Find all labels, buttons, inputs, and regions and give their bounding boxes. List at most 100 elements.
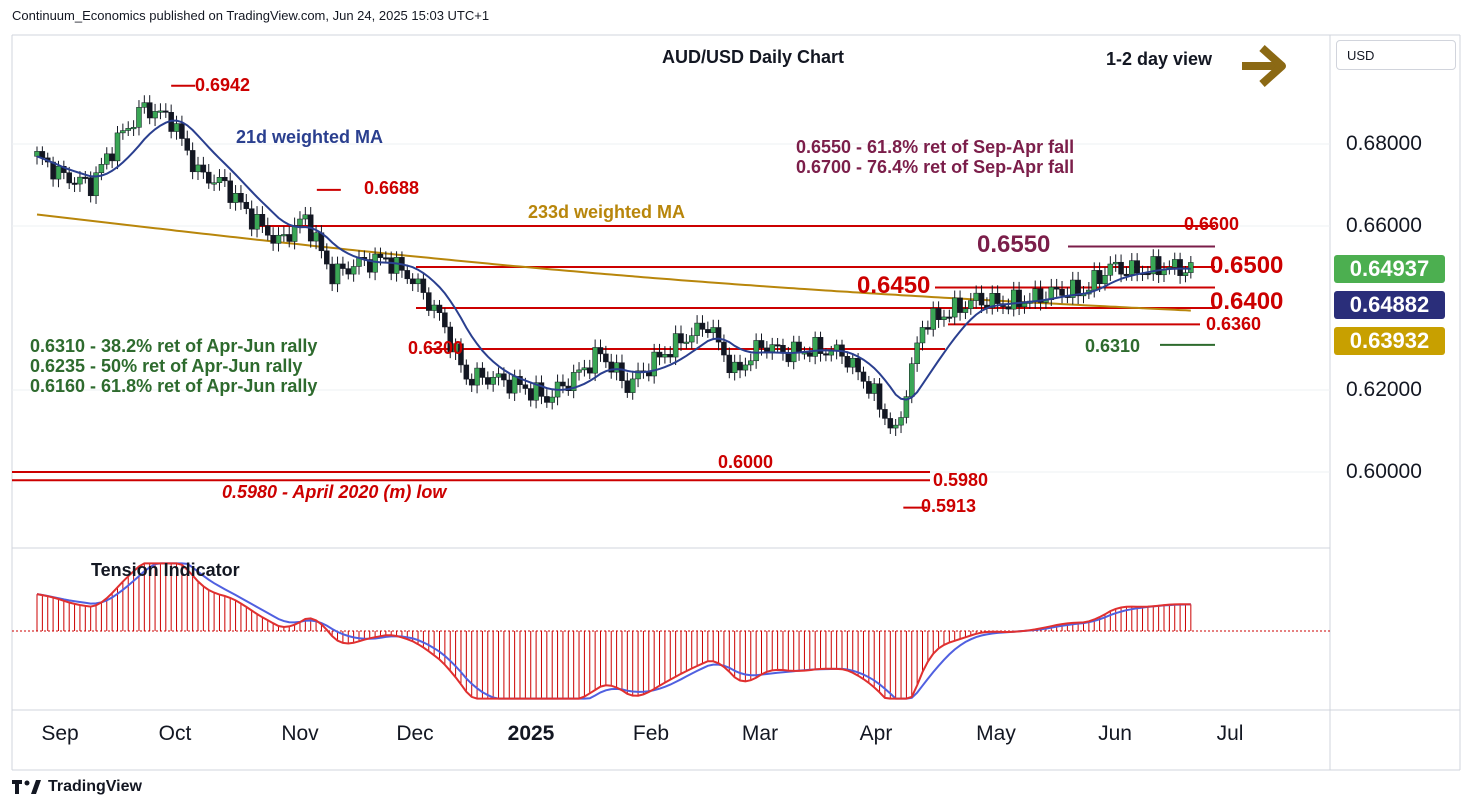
candle-body <box>737 361 743 371</box>
candle-body <box>232 193 239 203</box>
candle-body <box>248 208 255 230</box>
candle-body <box>495 373 502 378</box>
candle-body <box>71 182 78 185</box>
level-6600-label: 0.6600 <box>1184 214 1240 234</box>
candle-body <box>629 378 636 393</box>
high-0942-label: 0.6942 <box>195 75 251 95</box>
candle-body <box>125 128 131 131</box>
high-0688-label: 0.6688 <box>364 178 420 198</box>
candle-body <box>624 380 631 393</box>
candle-body <box>527 388 534 401</box>
candle-body <box>1070 279 1076 298</box>
candle-body <box>458 343 464 366</box>
candle-body <box>442 312 448 328</box>
indicator-title: Tension Indicator <box>91 560 240 580</box>
candle-body <box>560 381 566 387</box>
candle-body <box>114 132 121 162</box>
candle-body <box>608 361 614 373</box>
candle-body <box>522 384 529 389</box>
candle-body <box>345 268 352 275</box>
x-tick-label: Sep <box>41 722 79 745</box>
candle-body <box>892 424 899 429</box>
y-tick-label: 0.62000 <box>1346 378 1422 401</box>
candle-body <box>587 367 593 374</box>
x-tick-label: May <box>976 722 1016 745</box>
candle-body <box>254 214 260 230</box>
fib-left-note-1: 0.6310 - 38.2% ret of Apr-Jun rally <box>30 336 318 356</box>
candle-body <box>431 304 437 311</box>
candle-body <box>1010 289 1017 310</box>
candle-body <box>748 360 754 366</box>
candle-body <box>474 367 480 386</box>
candle-body <box>372 253 378 273</box>
candle-body <box>259 214 266 227</box>
candle-body <box>1102 274 1108 285</box>
candle-body <box>849 357 856 368</box>
currency-selector[interactable]: USD <box>1336 40 1456 70</box>
candle-body <box>544 396 550 403</box>
candle-body <box>93 172 99 197</box>
candle-body <box>302 214 309 220</box>
wma21-line <box>36 119 1191 401</box>
candle-body <box>184 138 191 151</box>
candle-body <box>324 250 330 265</box>
level-6300-label: 0.6300 <box>408 338 464 358</box>
candle-body <box>205 171 212 184</box>
candle-body <box>211 182 217 185</box>
candle-body <box>463 364 470 380</box>
wma21-path <box>36 119 1191 401</box>
tension-indicator <box>12 562 1330 700</box>
candle-body <box>919 327 926 344</box>
candle-body <box>163 110 169 113</box>
candle-body <box>1129 260 1135 275</box>
candle-body <box>436 304 443 313</box>
x-tick-label: Mar <box>741 722 779 745</box>
candle-body <box>603 353 609 363</box>
candle-body <box>860 371 867 382</box>
y-tick-label: 0.66000 <box>1346 214 1422 237</box>
candle-body <box>366 259 373 273</box>
candle-body <box>506 379 513 394</box>
candle-body <box>270 235 276 244</box>
candle-body <box>222 177 228 182</box>
x-tick-label: Jul <box>1216 722 1244 745</box>
candle-body <box>855 357 861 373</box>
level-5980-label: 0.5980 <box>933 470 989 490</box>
candle-body <box>742 364 749 371</box>
candle-body <box>549 396 555 403</box>
candle-body <box>157 110 164 113</box>
y-tick-label: 0.60000 <box>1346 460 1422 483</box>
candle-body <box>286 234 292 242</box>
candle-body <box>66 172 72 184</box>
level-6310-label: 0.6310 <box>1085 336 1141 356</box>
candle-body <box>807 352 813 357</box>
candle-body <box>774 344 781 347</box>
candle-body <box>635 370 641 380</box>
candle-body <box>887 418 894 429</box>
wma21-label: 21d weighted MA <box>236 127 384 147</box>
candle-body <box>989 293 996 309</box>
candle-body <box>570 372 577 391</box>
candle-body <box>265 225 271 236</box>
candle-body <box>538 382 545 397</box>
tradingview-logo[interactable]: TradingView <box>12 778 142 796</box>
candle-body <box>962 308 969 313</box>
candle-body <box>313 232 319 242</box>
tradingview-logo-icon <box>12 780 41 794</box>
candle-body <box>173 123 180 132</box>
arrow-right-icon <box>1242 45 1286 87</box>
candle-body <box>179 123 185 139</box>
candle-body <box>383 257 389 260</box>
candle-body <box>377 253 384 258</box>
candle-body <box>721 341 727 356</box>
candle-body <box>1005 306 1012 310</box>
candle-body <box>930 308 936 330</box>
candle-body <box>667 354 674 358</box>
x-tick-label: Apr <box>859 722 893 745</box>
candle-body <box>823 353 829 356</box>
candle-body <box>662 354 668 358</box>
candle-body <box>957 297 963 313</box>
candle-body <box>1059 288 1065 296</box>
candle-body <box>485 377 491 385</box>
